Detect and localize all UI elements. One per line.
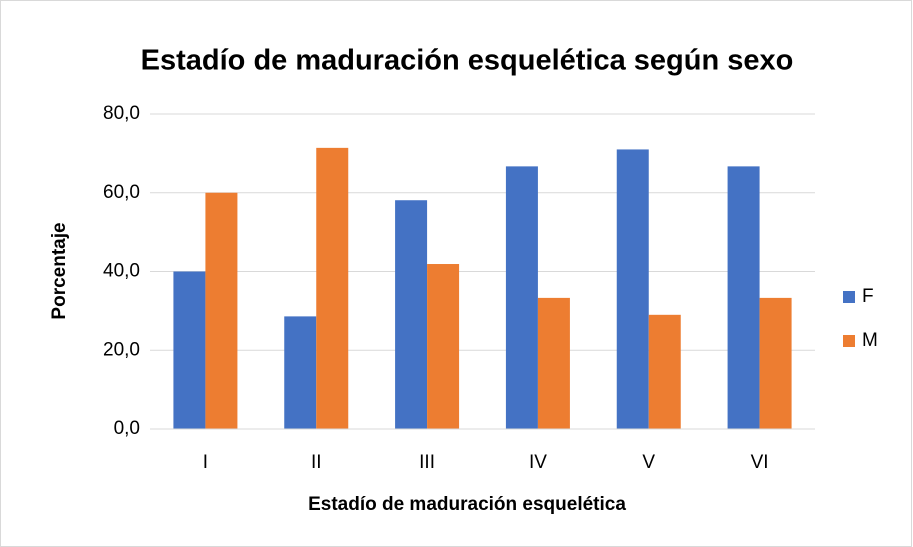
x-tick-label: IV (529, 452, 547, 473)
y-tick-label: 20,0 (103, 339, 140, 360)
bar (427, 264, 460, 429)
legend-label: F (862, 286, 874, 307)
legend-label: M (862, 330, 878, 351)
legend-swatch (843, 335, 855, 347)
x-tick-label: V (642, 452, 655, 473)
y-axis-label: Porcentaje (49, 222, 70, 319)
bar (205, 192, 238, 429)
bar (648, 314, 681, 429)
y-tick-label: 40,0 (103, 261, 140, 282)
bar (284, 316, 317, 429)
y-tick-label: 0,0 (114, 418, 140, 439)
x-axis-label: Estadío de maduración esquelética (308, 494, 626, 515)
bar (537, 297, 570, 429)
bar (505, 166, 538, 429)
bar (395, 200, 428, 429)
legend-swatch (843, 291, 855, 303)
y-tick-label: 80,0 (103, 103, 140, 124)
chart-title: Estadío de maduración esquelética según … (141, 45, 794, 77)
y-tick-label: 60,0 (103, 182, 140, 203)
x-tick-label: VI (751, 452, 769, 473)
x-tick-label: II (311, 452, 322, 473)
bar (727, 166, 760, 429)
bar (173, 271, 206, 429)
x-tick-label: I (203, 452, 208, 473)
bar (759, 297, 792, 429)
x-tick-label: III (419, 452, 435, 473)
bar (616, 149, 649, 429)
bar (316, 147, 349, 430)
